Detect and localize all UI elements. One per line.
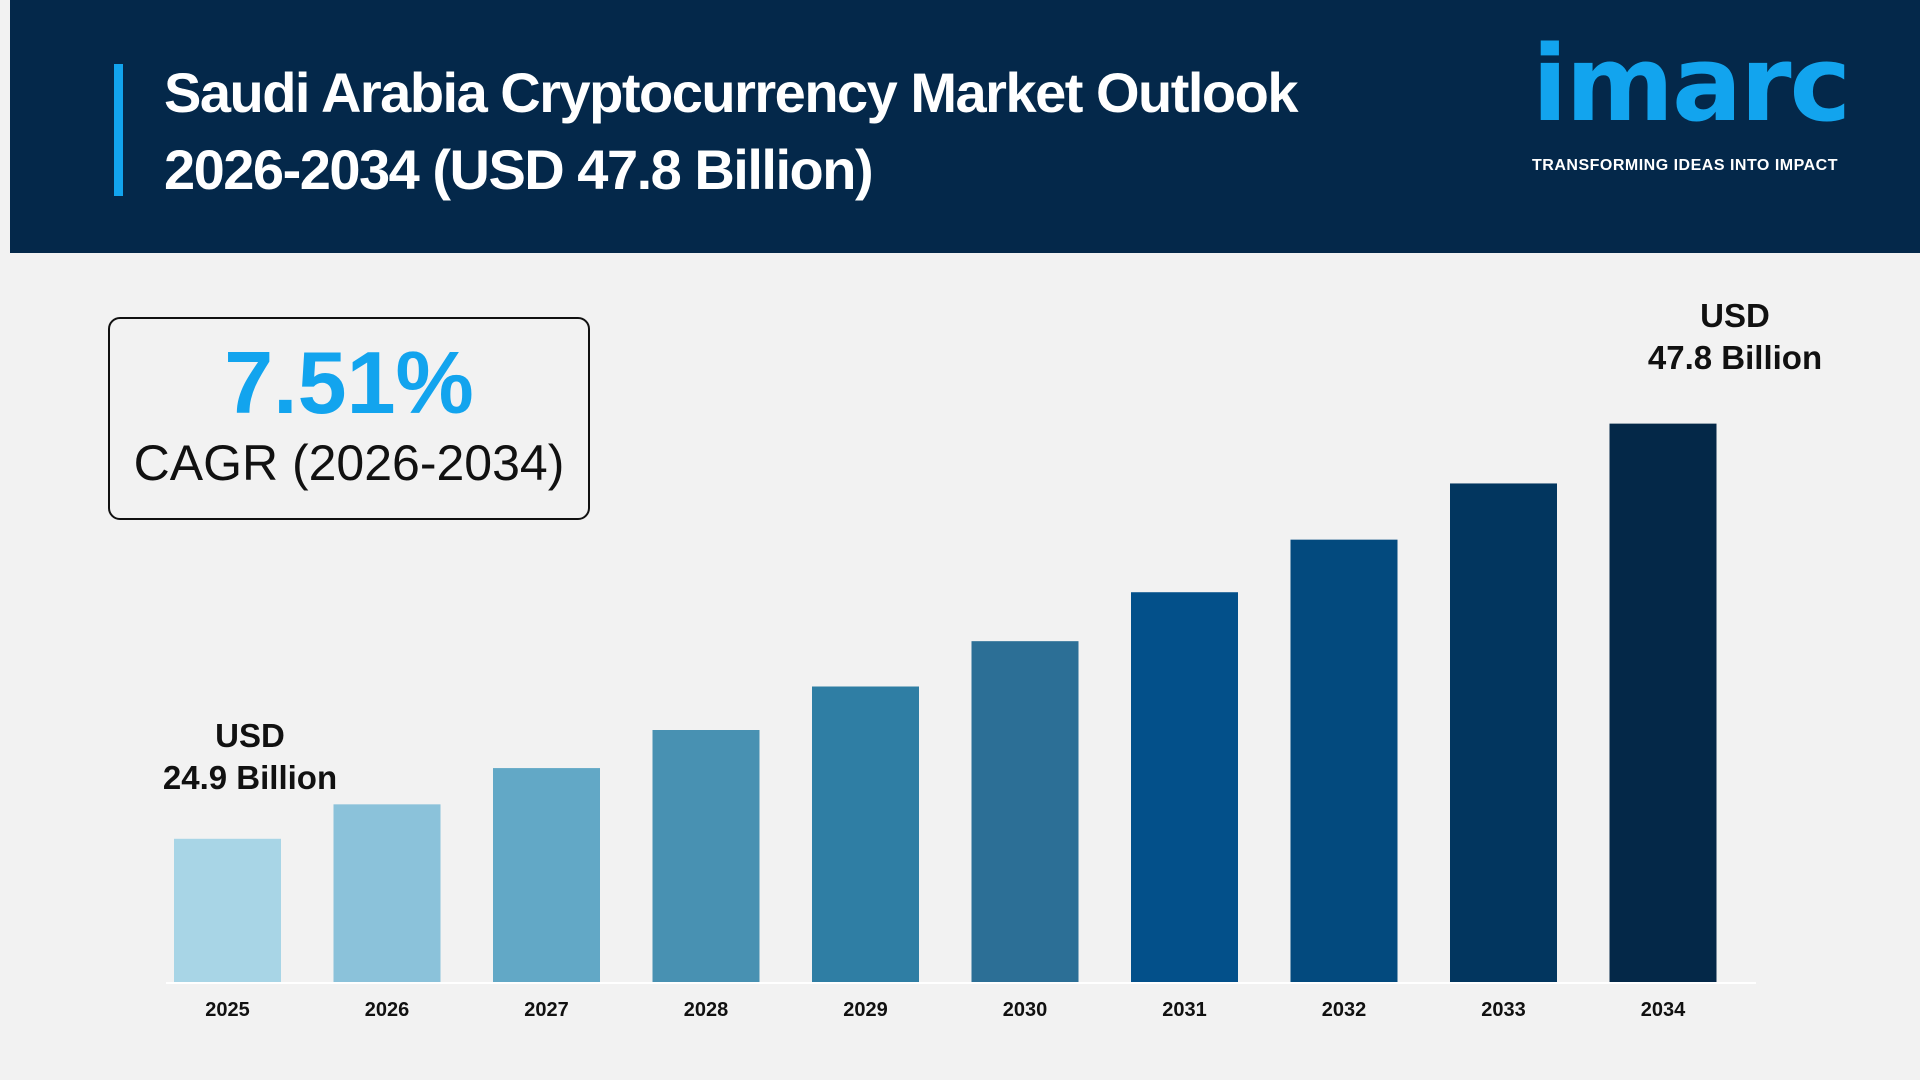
x-tick-label: 2034 [1641, 999, 1686, 1021]
logo-wordmark: imarc [1532, 23, 1851, 145]
end-value-amount: 47.8 Billion [1647, 339, 1823, 376]
cagr-value: 7.51% [224, 333, 474, 432]
end-value-currency: USD [1700, 297, 1770, 334]
bar-2026 [333, 804, 441, 982]
x-tick-label: 2031 [1162, 999, 1207, 1021]
x-tick-label: 2025 [205, 999, 250, 1021]
bar-2032 [1290, 539, 1398, 982]
bar-2030 [971, 641, 1079, 982]
page-title: Saudi Arabia Cryptocurrency Market Outlo… [164, 54, 1299, 208]
bar-2028 [652, 730, 760, 982]
bar-2033 [1450, 483, 1557, 982]
x-tick-label: 2028 [684, 999, 729, 1021]
x-tick-label: 2032 [1322, 999, 1367, 1021]
header-banner [10, 0, 1920, 253]
bar-2027 [493, 768, 600, 982]
logo-tagline: TRANSFORMING IDEAS INTO IMPACT [1532, 157, 1838, 174]
title-line-1: Saudi Arabia Cryptocurrency Market Outlo… [164, 61, 1299, 124]
x-tick-label: 2030 [1003, 999, 1048, 1021]
x-tick-label: 2033 [1481, 999, 1526, 1021]
x-tick-label: 2029 [843, 999, 888, 1021]
bar-2029 [812, 686, 919, 982]
title-line-2: 2026-2034 (USD 47.8 Billion) [164, 138, 874, 201]
end-value-label: USD 47.8 Billion [1585, 295, 1885, 379]
cagr-label: CAGR (2026-2034) [133, 435, 565, 491]
bar-2034 [1609, 423, 1717, 982]
bar-2031 [1131, 592, 1238, 982]
start-value-currency: USD [215, 717, 285, 754]
start-value-amount: 24.9 Billion [162, 759, 338, 796]
x-tick-label: 2027 [524, 999, 569, 1021]
cagr-box: 7.51% CAGR (2026-2034) [108, 317, 590, 520]
bar-2025 [174, 838, 281, 982]
x-tick-label: 2026 [365, 999, 410, 1021]
imarc-logo: imarc TRANSFORMING IDEAS INTO IMPACT [1532, 20, 1872, 176]
title-accent-bar [114, 64, 123, 196]
start-value-label: USD 24.9 Billion [100, 715, 400, 799]
